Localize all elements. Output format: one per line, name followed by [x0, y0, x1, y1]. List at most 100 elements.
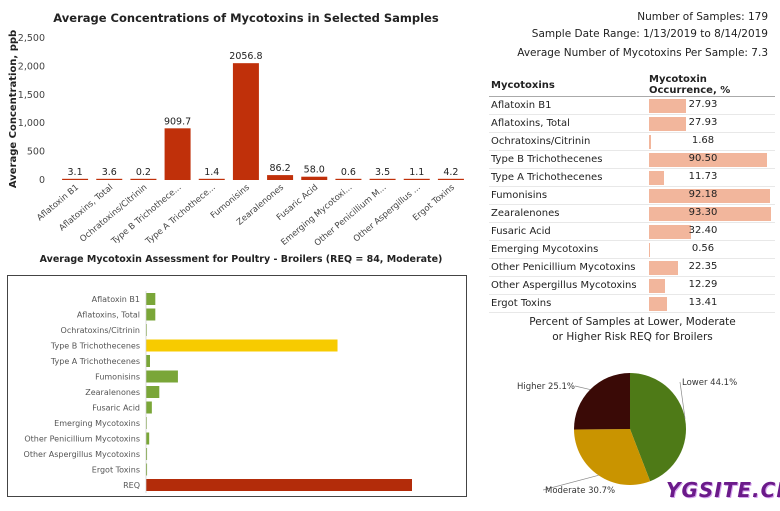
occurrence-row: Aflatoxin B1 27.93	[489, 96, 775, 115]
occurrence-value: 11.73	[688, 171, 718, 182]
assessment-bar-chart: Aflatoxin B1 Aflatoxins, Total Ochratoxins…	[24, 291, 412, 493]
mycotoxin-name: Zearalenones	[489, 204, 647, 223]
header-mycotoxins: Mycotoxins	[489, 74, 647, 97]
occurrence-value: 92.18	[688, 189, 718, 200]
bar	[130, 178, 157, 180]
y-axis-label: Average Concentration, ppb	[8, 30, 19, 188]
occurrence-cell: 1.68	[647, 132, 775, 151]
mycotoxin-name: Other Aspergillus Mycotoxins	[489, 276, 647, 295]
y-tick-label: 0	[39, 175, 45, 186]
category-label: Type A Trichothecenes	[50, 357, 140, 366]
occurrence-bar	[649, 153, 768, 167]
assessment-bar	[146, 463, 148, 476]
category-label: Fusaric Acid	[92, 404, 140, 413]
occurrence-cell: 93.30	[647, 204, 775, 223]
bar-value-label: 58.0	[304, 165, 325, 176]
bar	[198, 178, 225, 180]
mycotoxin-name: Ochratoxins/Citrinin	[489, 132, 647, 151]
avg-mycotoxins-per-sample: Average Number of Mycotoxins Per Sample:…	[517, 47, 768, 59]
mycotoxin-name: Aflatoxins, Total	[489, 114, 647, 133]
pie-leader-line	[542, 474, 599, 491]
bar-value-label: 0.6	[341, 167, 356, 178]
concentration-bar-chart: 2,500 2,000 1,500 1,000 500 0 Average Concentr…	[8, 30, 464, 249]
occurrence-cell: 13.41	[647, 294, 775, 313]
bar-value-label: 2056.8	[229, 51, 262, 62]
occurrence-value: 22.35	[688, 261, 718, 272]
pie-slice-lower	[630, 373, 686, 482]
occurrence-bar	[649, 243, 650, 257]
mycotoxin-name: Fusaric Acid	[489, 222, 647, 241]
occurrence-bar	[649, 189, 770, 203]
category-label: Aflatoxin B1	[92, 295, 140, 304]
category-label: Fumonisins	[95, 373, 140, 382]
category-label: Other Aspergillus Mycotoxins	[24, 450, 140, 459]
occurrence-row: Other Penicillium Mycotoxins 22.35	[489, 258, 775, 277]
occurrence-cell: 27.93	[647, 114, 775, 133]
mycotoxin-name: Other Penicillium Mycotoxins	[489, 258, 647, 277]
pie-leader-line	[574, 385, 591, 390]
pie-title-line1: Percent of Samples at Lower, Moderate	[529, 316, 736, 328]
assessment-bar	[146, 324, 147, 336]
bar-value-label: 3.6	[102, 167, 117, 178]
y-tick-label: 1,500	[18, 90, 45, 101]
occurrence-row: Type A Trichothecenes 11.73	[489, 168, 775, 187]
category-label: Ochratoxins/Citrinin	[61, 326, 140, 335]
bar	[335, 178, 362, 180]
x-tick-label: Other Aspergillus ...	[352, 183, 423, 245]
category-label: Type B Trichothecenes	[50, 342, 140, 351]
assessment-bar	[146, 355, 150, 367]
occurrence-bar	[649, 297, 667, 311]
y-tick-label: 2,500	[18, 33, 45, 44]
mycotoxin-name: Fumonisins	[489, 186, 647, 205]
bar-value-label: 86.2	[270, 163, 291, 174]
occurrence-bar	[649, 225, 692, 239]
y-tick-label: 1,000	[18, 118, 45, 129]
occurrence-value: 0.56	[691, 243, 715, 254]
pie-title-line2: or Higher Risk REQ for Broilers	[552, 331, 713, 343]
occurrence-value: 32.40	[688, 225, 718, 236]
bar	[437, 178, 464, 180]
occurrence-row: Emerging Mycotoxins 0.56	[489, 240, 775, 259]
category-label: Zearalenones	[85, 388, 140, 397]
pie-chart-title: Percent of Samples at Lower, Moderate or…	[490, 315, 775, 345]
occurrence-value: 93.30	[688, 207, 718, 218]
bar-value-label: 909.7	[164, 116, 191, 127]
occurrence-bar	[649, 135, 652, 149]
assessment-chart-frame	[7, 275, 467, 497]
bar	[369, 178, 396, 180]
assessment-bar	[146, 293, 156, 305]
assessment-chart-title: Average Mycotoxin Assessment for Poultry…	[39, 254, 443, 265]
pie-slice-higher	[574, 373, 630, 430]
occurrence-value: 90.50	[688, 153, 718, 164]
category-label: Other Penicillium Mycotoxins	[24, 435, 140, 444]
pie-slice-label: Higher 25.1%	[517, 382, 575, 392]
category-label: Aflatoxins, Total	[77, 311, 140, 320]
occurrence-bar	[649, 207, 771, 221]
occurrence-cell: 0.56	[647, 240, 775, 259]
category-label: Ergot Toxins	[92, 466, 140, 475]
occurrence-value: 1.68	[691, 135, 715, 146]
occurrence-bar	[649, 99, 686, 113]
header-occurrence: Mycotoxin Occurrence, %	[647, 74, 775, 97]
bar-value-label: 0.2	[136, 167, 151, 178]
occurrence-row: Ochratoxins/Citrinin 1.68	[489, 132, 775, 151]
y-tick-label: 500	[27, 147, 45, 158]
bar-value-label: 4.2	[443, 167, 458, 178]
bar-value-label: 3.1	[68, 167, 83, 178]
sample-date-range: Sample Date Range: 1/13/2019 to 8/14/201…	[531, 28, 768, 40]
assessment-bar	[146, 417, 147, 429]
mycotoxin-name: Aflatoxin B1	[489, 96, 647, 115]
assessment-bar	[146, 448, 148, 460]
bar	[301, 176, 328, 180]
assessment-bar	[146, 386, 160, 398]
watermark-logo: YGSITE.CN	[666, 478, 780, 502]
assessment-bar	[146, 370, 178, 383]
pie-slice-label: Moderate 30.7%	[545, 486, 615, 496]
occurrence-row: Fumonisins 92.18	[489, 186, 775, 205]
occurrence-value: 27.93	[688, 117, 718, 128]
occurrence-value: 12.29	[688, 279, 718, 290]
mycotoxin-name: Ergot Toxins	[489, 294, 647, 313]
pie-slice-label: Lower 44.1%	[682, 378, 737, 388]
y-tick-label: 2,000	[18, 61, 45, 72]
occurrence-value: 13.41	[688, 297, 718, 308]
